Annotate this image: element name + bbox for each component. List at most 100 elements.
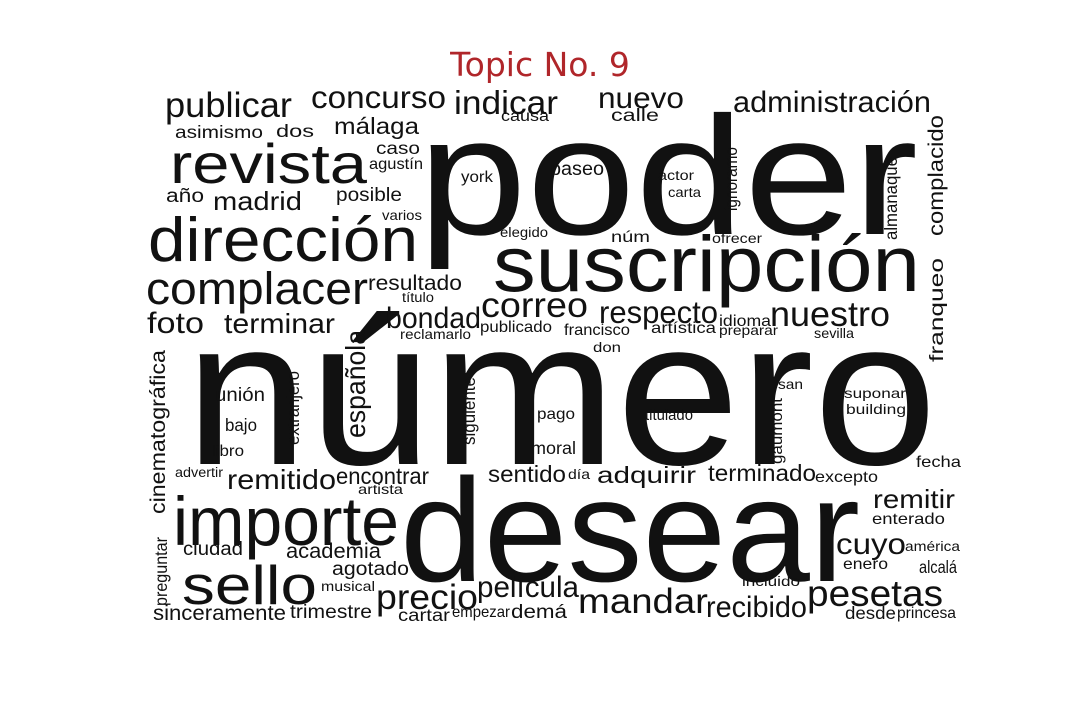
word-preparar: preparar bbox=[719, 323, 778, 338]
word-agotado: agotado bbox=[332, 558, 409, 580]
word-don: don bbox=[593, 340, 621, 355]
word-pago: pago bbox=[537, 406, 575, 423]
word-concurso: concurso bbox=[311, 80, 447, 115]
word-suponar: suponar bbox=[844, 386, 906, 401]
word-extranjero: extranjero bbox=[283, 371, 303, 445]
cloud-title: Topic No. 9 bbox=[450, 45, 630, 84]
word-complacido: complacido bbox=[923, 115, 948, 236]
word-franqueo: franqueo bbox=[926, 258, 948, 362]
word-terminado: terminado bbox=[708, 460, 816, 486]
word-ciudad: ciudad bbox=[183, 538, 243, 560]
word-musical: musical bbox=[321, 579, 376, 594]
word-indicar: indicar bbox=[454, 85, 558, 122]
word-advertir: advertir bbox=[175, 465, 224, 480]
word-sentido: sentido bbox=[488, 461, 566, 487]
word-titulo: título bbox=[402, 290, 435, 305]
word-precio: precio bbox=[376, 578, 478, 617]
word-trimestre: trimestre bbox=[290, 601, 372, 623]
word-york: york bbox=[461, 169, 493, 186]
word-respecto: respecto bbox=[599, 295, 719, 330]
word-incluido: incluido bbox=[742, 574, 801, 589]
word-posible: posible bbox=[336, 184, 402, 206]
word-bajo: bajo bbox=[225, 415, 257, 435]
word-mandar: mandar bbox=[578, 582, 708, 621]
word-sinceramente: sinceramente bbox=[153, 600, 286, 625]
word-sevilla: sevilla bbox=[814, 326, 854, 341]
word-nuevo: nuevo bbox=[598, 82, 684, 115]
word-cartar: cartar bbox=[398, 605, 450, 625]
word-elegido: elegido bbox=[500, 225, 549, 240]
word-complacer: complacer bbox=[146, 263, 368, 314]
word-desde: desde bbox=[845, 603, 896, 623]
word-recibido: recibido bbox=[706, 591, 807, 624]
word-importe: importe bbox=[173, 483, 399, 560]
word-numero: número bbox=[185, 277, 937, 509]
word-cuyo: cuyo bbox=[836, 528, 906, 561]
word-actor: actor bbox=[658, 168, 694, 183]
word-calle: calle bbox=[611, 105, 659, 125]
word-caso: caso bbox=[376, 138, 420, 158]
word-union: unión bbox=[215, 384, 265, 406]
word-artista: artista bbox=[358, 482, 403, 497]
word-nuestro: nuestro bbox=[770, 295, 890, 334]
word-excepto: excepto bbox=[815, 469, 878, 486]
word-empezar: empezar bbox=[452, 604, 510, 621]
word-academia: academia bbox=[286, 538, 381, 563]
word-paseo: paseo bbox=[550, 158, 604, 180]
word-dos: dos bbox=[276, 121, 314, 141]
word-publicado: publicado bbox=[480, 319, 552, 336]
word-ignoramo: ignoramo bbox=[721, 147, 741, 211]
word-num: núm bbox=[611, 229, 650, 246]
word-alcala: alcalá bbox=[919, 557, 957, 577]
word-sello: sello bbox=[182, 554, 317, 616]
word-idioma: idioma bbox=[719, 313, 771, 330]
word-administracion: administración bbox=[733, 86, 931, 119]
word-enterado: enterado bbox=[872, 511, 945, 528]
word-resultado: resultado bbox=[368, 270, 462, 295]
word-almanaque: almanaque bbox=[881, 157, 901, 240]
word-moral: moral bbox=[531, 438, 576, 458]
word-america: américa bbox=[905, 539, 960, 554]
word-encontrar: encontrar bbox=[336, 463, 429, 489]
word-malaga: málaga bbox=[334, 113, 419, 139]
word-remitido: remitido bbox=[227, 464, 336, 495]
word-asimismo: asimismo bbox=[175, 122, 263, 142]
word-enero: enero bbox=[843, 556, 888, 573]
word-espanola: española bbox=[340, 330, 371, 438]
word-cinematografica: cinematográfica bbox=[145, 350, 170, 514]
word-fecha: fecha bbox=[916, 454, 961, 471]
word-desear: desear bbox=[400, 449, 861, 613]
word-bondad: bondad bbox=[386, 302, 481, 335]
word-francisco: francisco bbox=[564, 322, 630, 339]
word-suscripcion: suscripción bbox=[493, 220, 920, 308]
word-causa: causa bbox=[501, 108, 549, 125]
word-san: san bbox=[778, 377, 804, 392]
word-dia: día bbox=[568, 467, 591, 482]
word-madrid: madrid bbox=[213, 188, 302, 216]
word-poder: poder bbox=[418, 81, 918, 270]
word-preguntar: preguntar bbox=[151, 537, 171, 606]
word-agustin: agustín bbox=[369, 156, 423, 173]
word-carta: carta bbox=[668, 185, 701, 200]
word-remitir: remitir bbox=[873, 486, 955, 514]
word-libro: libro bbox=[212, 443, 244, 460]
word-correo: correo bbox=[481, 286, 588, 325]
word-building: building bbox=[846, 402, 906, 417]
word-ano: año bbox=[166, 185, 204, 207]
word-dema: demá bbox=[511, 601, 567, 623]
word-artistica: artística bbox=[651, 320, 716, 337]
word-titulado: titulado bbox=[645, 407, 693, 424]
word-publicar: publicar bbox=[165, 86, 292, 125]
word-foto: foto bbox=[147, 307, 204, 340]
word-varios: varios bbox=[382, 208, 423, 223]
word-princesa: princesa bbox=[897, 605, 956, 622]
word-pelicula: película bbox=[477, 571, 579, 604]
word-adquirir: adquirir bbox=[597, 462, 696, 488]
word-terminar: terminar bbox=[224, 308, 336, 339]
word-direccion: dirección bbox=[148, 206, 418, 275]
word-ofrecer: ofrecer bbox=[712, 231, 763, 246]
word-reclamarlo: reclamarlo bbox=[400, 327, 472, 342]
word-pesetas: pesetas bbox=[807, 572, 943, 614]
word-siguiente: siguiente bbox=[459, 377, 479, 445]
